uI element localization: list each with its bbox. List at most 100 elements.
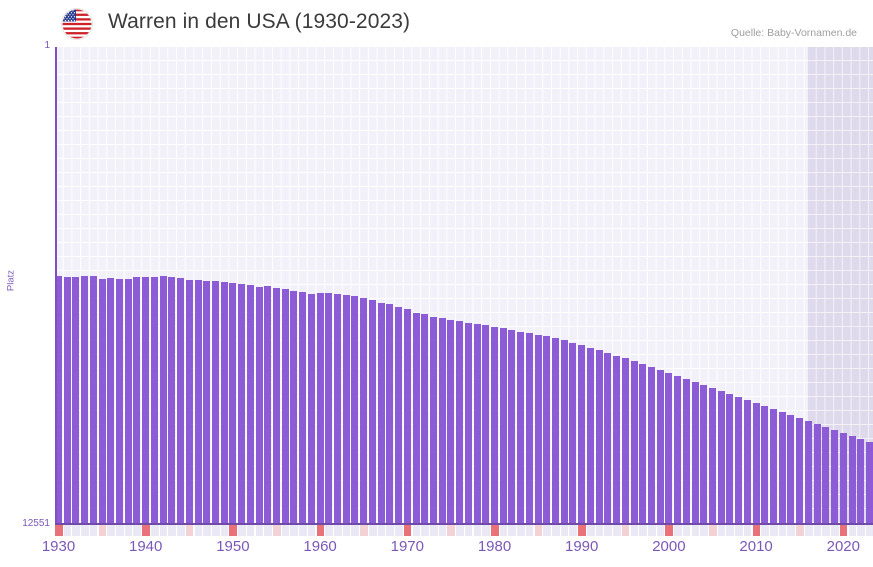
year-marker-cell[interactable] xyxy=(517,525,525,536)
bar[interactable] xyxy=(55,276,62,524)
bar[interactable] xyxy=(700,385,708,524)
bar[interactable] xyxy=(543,336,551,524)
year-marker-cell[interactable] xyxy=(360,525,368,536)
year-marker-cell[interactable] xyxy=(133,525,142,536)
year-marker-cell[interactable] xyxy=(386,525,394,536)
year-marker-cell[interactable] xyxy=(63,525,72,536)
year-marker-cell[interactable] xyxy=(665,525,673,536)
bar[interactable] xyxy=(743,400,751,524)
bar[interactable] xyxy=(412,312,420,524)
bar[interactable] xyxy=(735,397,743,524)
year-marker-cell[interactable] xyxy=(787,525,796,536)
year-marker-cell[interactable] xyxy=(857,525,865,536)
year-marker-cell[interactable] xyxy=(194,525,203,536)
bar[interactable] xyxy=(839,433,847,524)
bar[interactable] xyxy=(674,376,682,524)
year-marker-cell[interactable] xyxy=(743,525,752,536)
year-marker-cell[interactable] xyxy=(116,525,124,536)
year-marker-cell[interactable] xyxy=(813,525,822,536)
year-marker-cell[interactable] xyxy=(55,525,63,536)
year-marker-cell[interactable] xyxy=(81,525,89,536)
bar[interactable] xyxy=(142,277,150,524)
bar[interactable] xyxy=(107,278,115,524)
year-marker-cell[interactable] xyxy=(831,525,839,536)
bar[interactable] xyxy=(168,277,176,524)
year-marker-cell[interactable] xyxy=(220,525,229,536)
bar[interactable] xyxy=(351,296,359,524)
year-marker-cell[interactable] xyxy=(124,525,133,536)
bar[interactable] xyxy=(229,283,237,524)
year-marker-cell[interactable] xyxy=(255,525,264,536)
year-marker-cell[interactable] xyxy=(752,525,761,536)
year-marker-cell[interactable] xyxy=(848,525,857,536)
year-marker-cell[interactable] xyxy=(700,525,708,536)
year-marker-strip[interactable] xyxy=(55,525,873,536)
bar[interactable] xyxy=(89,276,97,524)
year-marker-cell[interactable] xyxy=(621,525,630,536)
year-marker-cell[interactable] xyxy=(246,525,255,536)
year-marker-cell[interactable] xyxy=(525,525,534,536)
bar[interactable] xyxy=(787,415,795,524)
year-marker-cell[interactable] xyxy=(368,525,377,536)
year-marker-cell[interactable] xyxy=(569,525,578,536)
bar[interactable] xyxy=(273,288,280,524)
bar[interactable] xyxy=(482,325,490,524)
year-marker-cell[interactable] xyxy=(604,525,612,536)
bar[interactable] xyxy=(517,331,525,524)
bar[interactable] xyxy=(63,276,71,524)
bar[interactable] xyxy=(508,330,516,524)
bar[interactable] xyxy=(325,292,333,524)
year-marker-cell[interactable] xyxy=(185,525,194,536)
year-marker-cell[interactable] xyxy=(273,525,281,536)
year-marker-cell[interactable] xyxy=(656,525,665,536)
bar[interactable] xyxy=(613,355,621,524)
year-marker-cell[interactable] xyxy=(107,525,115,536)
bar[interactable] xyxy=(473,324,481,524)
year-marker-cell[interactable] xyxy=(290,525,299,536)
year-marker-cell[interactable] xyxy=(586,525,595,536)
year-marker-cell[interactable] xyxy=(281,525,290,536)
year-marker-cell[interactable] xyxy=(674,525,682,536)
year-marker-cell[interactable] xyxy=(403,525,412,536)
bar[interactable] xyxy=(499,328,507,524)
year-marker-cell[interactable] xyxy=(796,525,804,536)
year-marker-cell[interactable] xyxy=(72,525,81,536)
year-marker-cell[interactable] xyxy=(552,525,560,536)
bar[interactable] xyxy=(534,334,542,524)
year-marker-cell[interactable] xyxy=(395,525,403,536)
year-marker-cell[interactable] xyxy=(804,525,813,536)
year-marker-cell[interactable] xyxy=(726,525,735,536)
bar[interactable] xyxy=(334,293,342,524)
year-marker-cell[interactable] xyxy=(482,525,490,536)
bar[interactable] xyxy=(386,304,394,524)
bar[interactable] xyxy=(804,421,812,524)
bar[interactable] xyxy=(848,435,856,524)
year-marker-cell[interactable] xyxy=(377,525,386,536)
bar[interactable] xyxy=(682,379,690,524)
year-marker-cell[interactable] xyxy=(334,525,342,536)
year-marker-cell[interactable] xyxy=(325,525,333,536)
bar[interactable] xyxy=(264,285,272,524)
year-marker-cell[interactable] xyxy=(211,525,220,536)
bar[interactable] xyxy=(238,283,246,524)
bar[interactable] xyxy=(281,288,289,524)
bar[interactable] xyxy=(604,353,612,524)
bar[interactable] xyxy=(150,276,158,524)
year-marker-cell[interactable] xyxy=(177,525,185,536)
bar[interactable] xyxy=(377,302,385,524)
bar[interactable] xyxy=(98,279,106,524)
bar[interactable] xyxy=(124,278,132,524)
bar[interactable] xyxy=(456,320,464,524)
bar[interactable] xyxy=(307,294,315,524)
bar[interactable] xyxy=(831,430,839,524)
bar[interactable] xyxy=(752,403,760,524)
year-marker-cell[interactable] xyxy=(735,525,743,536)
bar[interactable] xyxy=(438,318,446,524)
bar[interactable] xyxy=(299,291,307,524)
year-marker-cell[interactable] xyxy=(168,525,176,536)
year-marker-cell[interactable] xyxy=(412,525,421,536)
bar[interactable] xyxy=(185,279,193,524)
year-marker-cell[interactable] xyxy=(98,525,107,536)
bar[interactable] xyxy=(525,333,533,524)
bar[interactable] xyxy=(865,441,873,524)
